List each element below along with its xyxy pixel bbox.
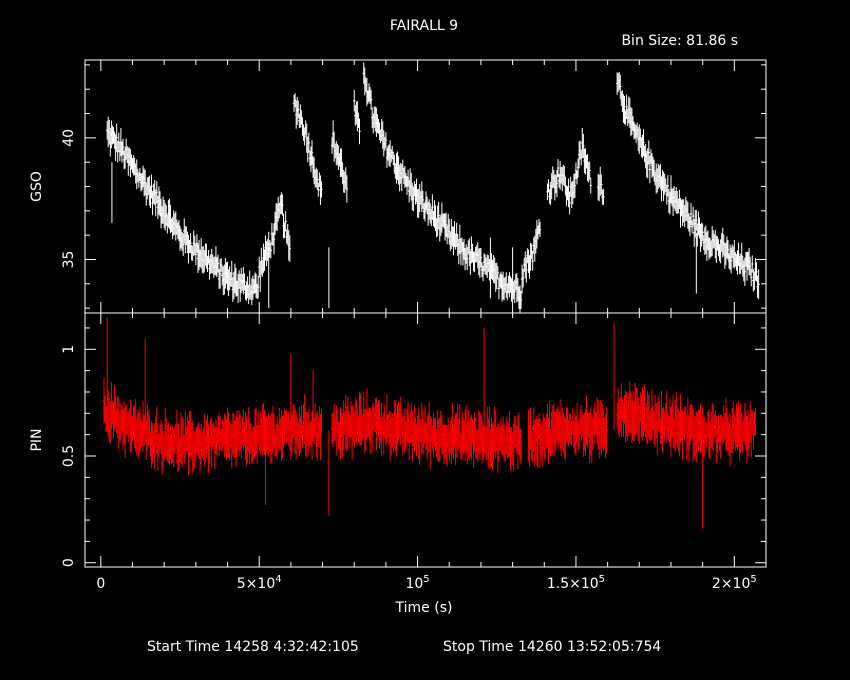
gso-ytick-label: 35 bbox=[61, 251, 77, 269]
pin-ytick-label: 0.5 bbox=[61, 445, 77, 467]
x-tick-label: 5×104 bbox=[237, 574, 282, 592]
pin-ytick-label: 1 bbox=[61, 345, 77, 354]
x-tick-label: 0 bbox=[96, 576, 105, 592]
pin-y-axis-label: PIN bbox=[29, 428, 45, 451]
gso-y-axis-label: GSO bbox=[29, 171, 45, 202]
pin-series bbox=[102, 317, 757, 529]
chart-title: FAIRALL 9 bbox=[390, 18, 458, 34]
x-tick-label: 105 bbox=[405, 574, 429, 592]
x-tick-label: 1.5×105 bbox=[547, 574, 605, 592]
pin-frame bbox=[84, 312, 767, 568]
bin-size-label: Bin Size: 81.86 s bbox=[621, 33, 738, 49]
x-tick-label: 2×105 bbox=[712, 574, 757, 592]
pin-ytick-label: 0 bbox=[61, 558, 77, 567]
gso-panel: 35 40 GSO bbox=[29, 59, 767, 314]
pin-panel: 0 0.5 1 PIN 0 5×104 105 1.5×105 2×105 bbox=[29, 312, 767, 592]
x-axis-label: Time (s) bbox=[395, 600, 453, 616]
gso-ytick-label: 40 bbox=[61, 129, 77, 147]
start-time-label: Start Time 14258 4:32:42:105 bbox=[147, 639, 359, 655]
gso-series bbox=[105, 62, 760, 313]
stop-time-label: Stop Time 14260 13:52:05:754 bbox=[443, 639, 661, 655]
